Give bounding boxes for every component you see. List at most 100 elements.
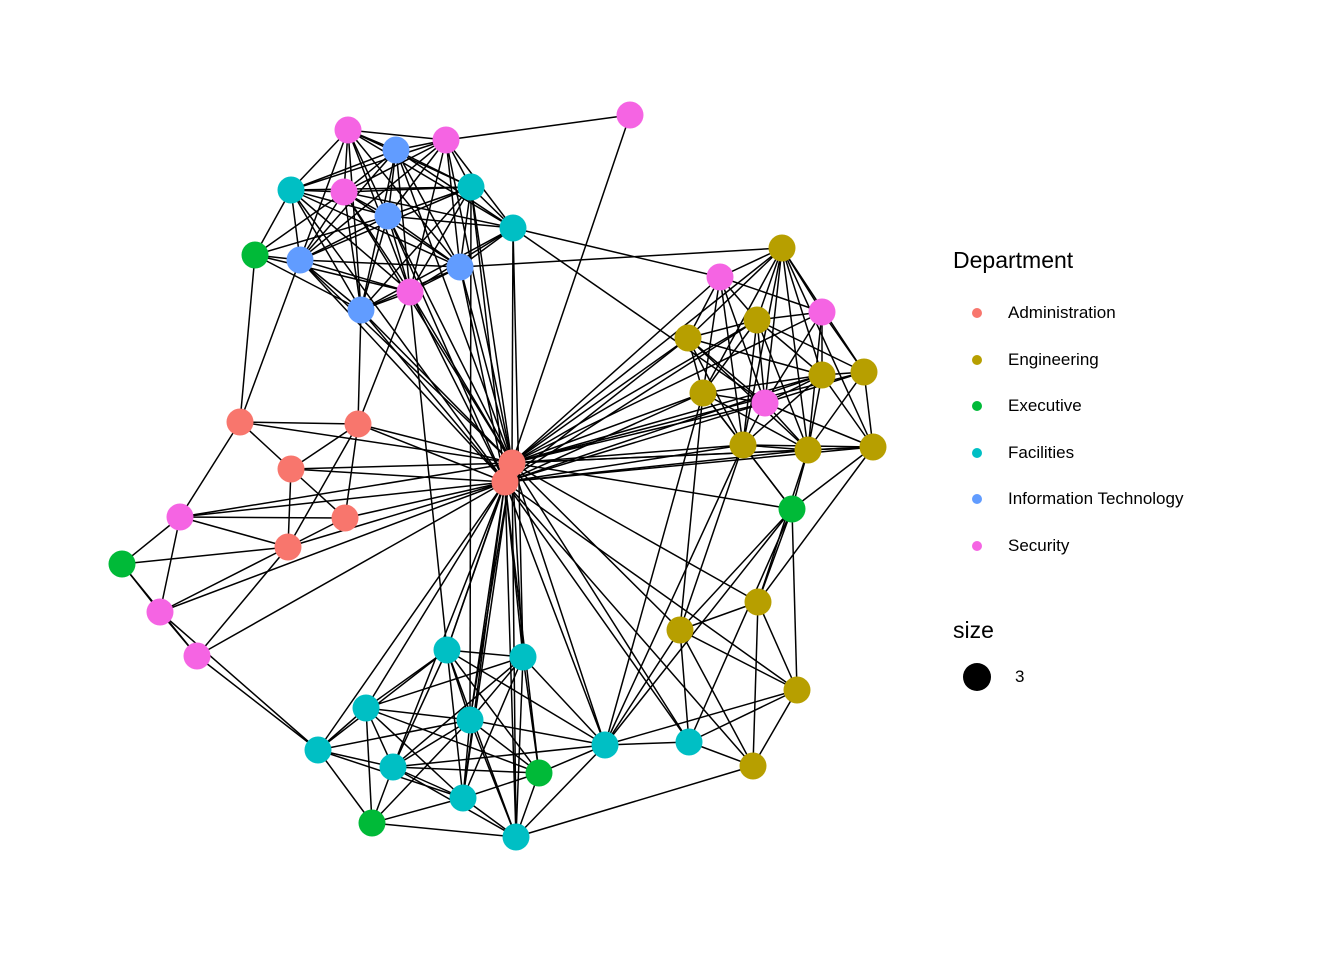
graph-edge: [522, 656, 606, 746]
graph-edge: [504, 392, 704, 483]
graph-node-engineering: [689, 379, 717, 407]
graph-node-security: [166, 503, 194, 531]
graph-edge: [360, 186, 472, 311]
graph-edge: [357, 423, 513, 464]
graph-edge: [159, 546, 289, 613]
legend: Department Administration Engineering Ex…: [953, 246, 1283, 700]
graph-edge: [239, 421, 359, 425]
graph-edge: [752, 689, 798, 767]
graph-node-engineering: [674, 324, 702, 352]
graph-edge: [395, 149, 461, 268]
graph-edge: [511, 462, 793, 510]
graph-node-administration: [277, 455, 305, 483]
graph-edge: [347, 129, 461, 268]
graph-edge: [159, 611, 319, 751]
graph-edge: [511, 374, 823, 464]
graph-edge: [462, 462, 513, 799]
graph-edge: [504, 319, 758, 483]
graph-node-security: [751, 389, 779, 417]
size-legend-title: size: [953, 617, 994, 643]
graph-edge: [365, 707, 471, 721]
graph-edge: [409, 139, 447, 293]
graph-edge: [459, 266, 513, 464]
graph-node-facilities: [449, 784, 477, 812]
graph-edge: [446, 649, 464, 799]
graph-edge: [299, 259, 506, 483]
graph-edge: [365, 707, 373, 824]
graph-edge: [371, 719, 471, 824]
graph-edge: [511, 402, 766, 464]
size-legend-value: 3: [1015, 667, 1025, 686]
graph-node-security: [706, 263, 734, 291]
graph-edge: [757, 449, 809, 603]
graph-edge: [360, 309, 506, 483]
graph-edge: [299, 215, 389, 261]
graph-node-facilities: [509, 643, 537, 671]
graph-edge: [688, 508, 793, 743]
size-legend-item: 3: [953, 654, 1283, 700]
information-technology-dot-icon: [972, 494, 982, 505]
graph-edge: [515, 656, 524, 838]
graph-edge: [511, 371, 865, 464]
graph-edge: [742, 247, 783, 446]
graph-edge: [347, 129, 514, 229]
graph-node-engineering: [729, 431, 757, 459]
graph-edge: [687, 337, 823, 376]
graph-edge: [343, 139, 447, 193]
graph-edge: [756, 319, 865, 373]
executive-dot-icon: [972, 401, 982, 412]
graph-node-facilities: [304, 736, 332, 764]
graph-edge: [459, 247, 783, 268]
graph-edge: [446, 649, 606, 746]
graph-node-engineering: [744, 588, 772, 616]
graph-edge: [702, 247, 783, 394]
graph-edge: [515, 744, 606, 838]
graph-edge: [159, 481, 506, 613]
graph-node-security: [183, 642, 211, 670]
graph-edge: [239, 254, 256, 423]
graph-edge: [511, 114, 631, 464]
graph-edge: [299, 139, 447, 261]
graph-edge: [290, 189, 506, 483]
graph-edge: [511, 462, 759, 603]
graph-edge: [409, 291, 506, 483]
graph-node-security: [808, 298, 836, 326]
graph-edge: [757, 446, 874, 603]
graph-edge: [504, 337, 689, 483]
graph-edge: [395, 149, 514, 229]
graph-node-information-technology: [347, 296, 375, 324]
legend-item-executive: Executive: [953, 383, 1283, 430]
graph-edge: [764, 371, 865, 404]
graph-edge: [604, 444, 744, 746]
graph-node-information-technology: [382, 136, 410, 164]
graph-edge: [387, 215, 514, 229]
graph-edge: [791, 508, 798, 691]
graph-edge: [254, 191, 345, 256]
graph-edge: [287, 481, 506, 548]
graph-edge: [679, 629, 754, 767]
graph-edge: [462, 656, 524, 799]
legend-item-label: Security: [1008, 535, 1070, 555]
graph-node-engineering: [859, 433, 887, 461]
graph-edge: [511, 319, 758, 464]
graph-node-executive: [241, 241, 269, 269]
graph-edge: [512, 227, 766, 404]
graph-edge: [821, 374, 874, 448]
graph-edge: [719, 276, 744, 446]
graph-edge: [512, 227, 721, 278]
graph-edge: [446, 649, 540, 774]
graph-edge: [687, 337, 809, 451]
graph-node-information-technology: [286, 246, 314, 274]
graph-edge: [290, 189, 362, 311]
graph-edge: [299, 259, 461, 268]
graph-edge: [317, 649, 448, 751]
graph-edge: [445, 114, 631, 141]
graph-node-facilities: [499, 214, 527, 242]
graph-edge: [757, 508, 793, 603]
graph-edge: [357, 423, 506, 483]
graph-edge: [511, 247, 783, 464]
graph-edge: [511, 444, 744, 464]
graph-edge: [511, 276, 721, 464]
graph-edge: [360, 227, 514, 311]
